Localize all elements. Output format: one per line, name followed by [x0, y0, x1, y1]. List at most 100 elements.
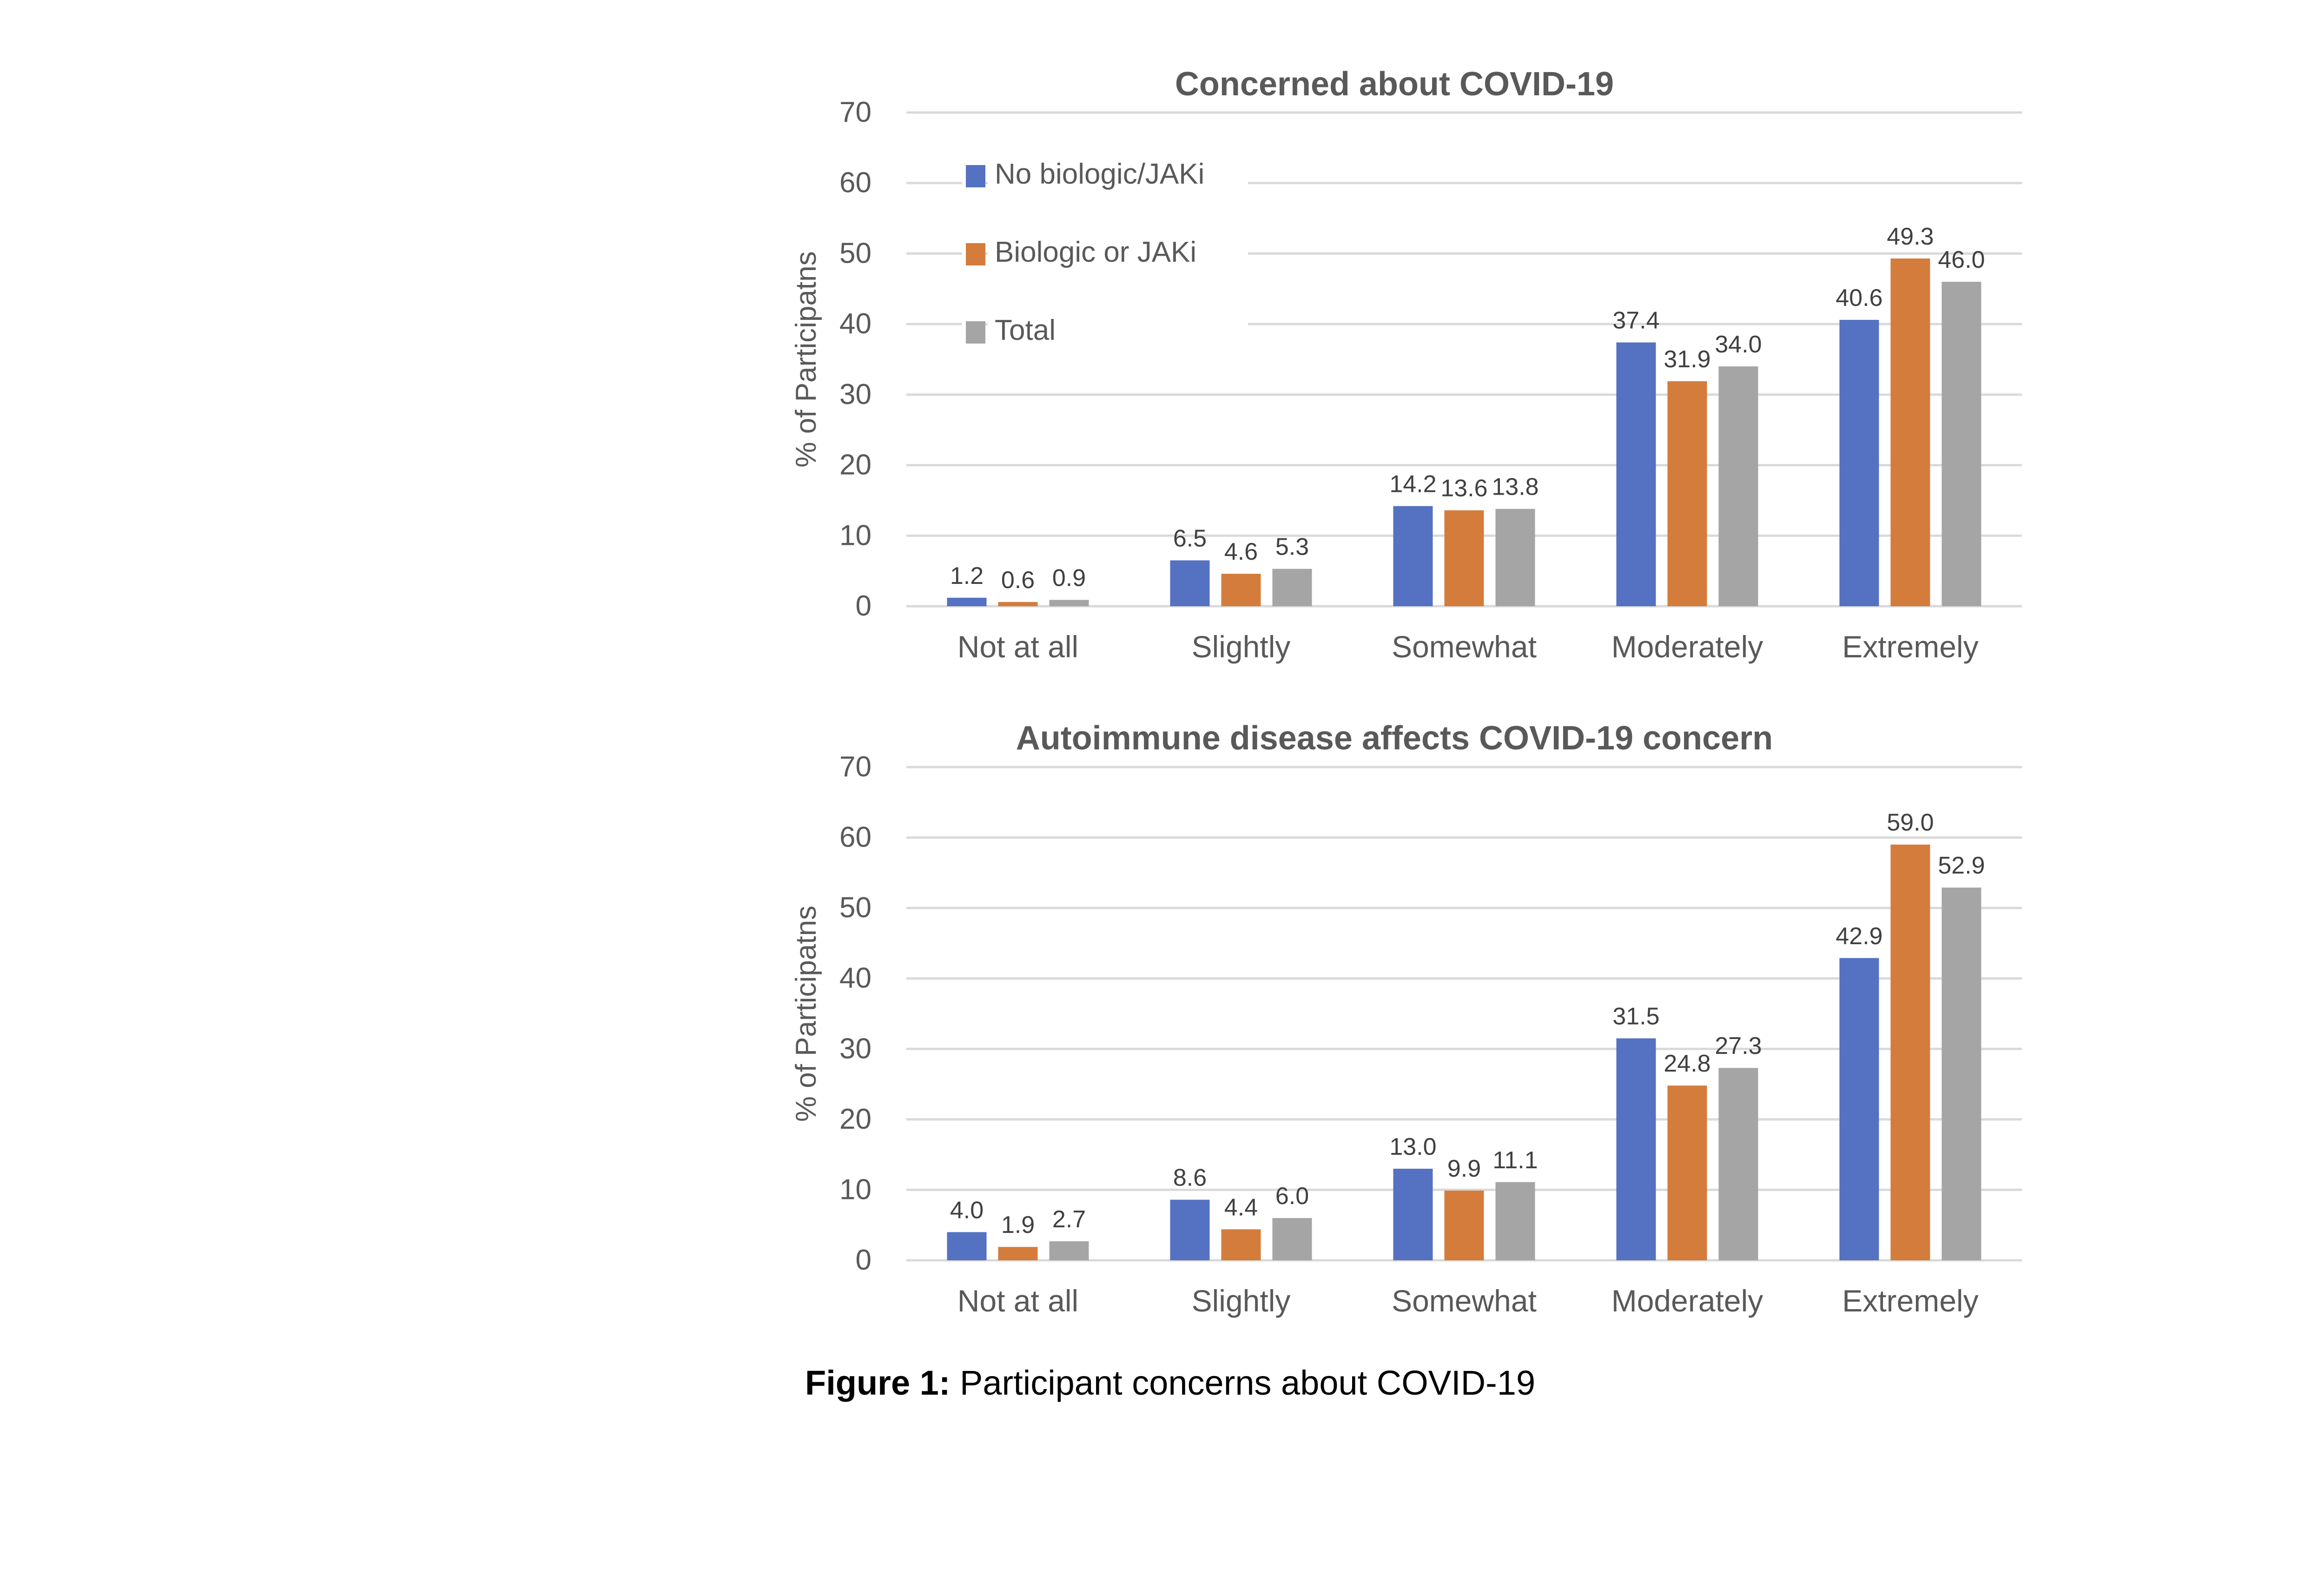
category-label: Somewhat — [1392, 629, 1537, 664]
y-tick-label: 40 — [839, 962, 872, 994]
data-label: 8.6 — [1173, 1165, 1207, 1192]
bar — [1495, 509, 1535, 606]
y-tick-label: 60 — [839, 167, 872, 199]
data-label: 13.0 — [1389, 1133, 1436, 1160]
data-label: 4.0 — [950, 1197, 984, 1224]
bar — [1667, 1086, 1707, 1260]
bar — [1616, 1038, 1656, 1260]
bar — [1718, 1068, 1758, 1260]
y-tick-label: 50 — [839, 237, 872, 269]
bar — [947, 1232, 987, 1260]
data-label: 0.9 — [1052, 564, 1086, 591]
data-label: 31.9 — [1664, 346, 1710, 373]
y-tick-label: 60 — [839, 821, 872, 854]
y-tick-label: 20 — [839, 449, 872, 481]
y-axis-label: % of Participatns — [790, 906, 822, 1122]
data-label: 40.6 — [1835, 285, 1882, 311]
data-label: 42.9 — [1835, 923, 1882, 950]
y-tick-label: 30 — [839, 378, 872, 410]
category-label: Moderately — [1611, 629, 1763, 664]
bar — [1718, 366, 1758, 606]
data-label: 6.5 — [1173, 525, 1207, 552]
bar — [1839, 320, 1879, 606]
data-label: 4.4 — [1224, 1194, 1258, 1221]
chart-title: Concerned about COVID-19 — [1175, 66, 1614, 103]
y-tick-label: 20 — [839, 1103, 872, 1135]
bar — [1272, 1218, 1312, 1260]
legend-swatch — [966, 321, 985, 344]
category-label: Extremely — [1842, 1284, 1978, 1318]
data-label: 2.7 — [1052, 1206, 1086, 1233]
bars — [947, 844, 1981, 1260]
bar — [1170, 1199, 1210, 1260]
bar — [998, 602, 1038, 606]
y-tick-label: 0 — [856, 590, 872, 622]
category-labels: Not at all Slightly Somewhat Moderately Extr… — [957, 629, 1979, 664]
legend-text-bg — [988, 229, 1248, 271]
y-tick-labels: 0 10 20 30 40 50 60 70 — [839, 751, 872, 1276]
category-label: Not at all — [957, 629, 1078, 664]
data-label: 34.0 — [1715, 331, 1762, 358]
category-label: Not at all — [957, 1284, 1078, 1318]
category-label: Somewhat — [1392, 1284, 1537, 1318]
bars — [947, 258, 1981, 606]
chart-concerned-about-covid: Concerned about COVID-19 % of Participat… — [790, 66, 2022, 664]
legend-swatch — [966, 243, 985, 265]
chart-autoimmune-affects-concern: Autoimmune disease affects COVID-19 conc… — [790, 720, 2022, 1318]
bar — [1444, 1190, 1484, 1260]
bar — [1221, 1229, 1261, 1260]
chart-title: Autoimmune disease affects COVID-19 conc… — [1016, 720, 1773, 757]
caption-label: Figure 1: — [805, 1364, 950, 1402]
gridlines — [906, 766, 2022, 1262]
data-label: 59.0 — [1887, 809, 1934, 836]
legend: No biologic/JAKi Biologic or JAKi Total — [962, 151, 1248, 349]
bar — [1272, 569, 1312, 606]
bar — [1049, 600, 1089, 606]
bar — [1221, 574, 1261, 606]
legend-label: Total — [995, 314, 1056, 346]
y-tick-label: 70 — [839, 96, 872, 128]
bar — [1616, 342, 1656, 606]
bar — [1941, 887, 1981, 1260]
bar — [998, 1247, 1038, 1260]
bar — [1393, 1168, 1433, 1260]
data-labels: 1.2 0.6 0.9 6.5 4.6 5.3 14.2 13.6 13.8 37.431.934… — [950, 223, 1985, 594]
data-label: 49.3 — [1887, 223, 1934, 250]
y-tick-labels: 0 10 20 30 40 50 60 70 — [839, 96, 872, 622]
category-label: Moderately — [1611, 1284, 1763, 1318]
y-tick-label: 0 — [856, 1244, 872, 1276]
y-tick-label: 50 — [839, 892, 872, 924]
data-label: 5.3 — [1275, 534, 1309, 561]
data-label: 9.9 — [1447, 1155, 1481, 1182]
data-label: 27.3 — [1715, 1033, 1762, 1059]
data-label: 13.8 — [1492, 474, 1538, 501]
y-tick-label: 30 — [839, 1033, 872, 1065]
data-label: 11.1 — [1492, 1147, 1538, 1174]
legend-text-bg — [988, 151, 1248, 193]
legend-label: No biologic/JAKi — [995, 158, 1204, 190]
y-tick-label: 70 — [839, 751, 872, 783]
data-label: 52.9 — [1938, 852, 1985, 879]
legend-swatch — [966, 165, 985, 187]
bar — [1393, 506, 1433, 606]
category-label: Slightly — [1192, 1284, 1291, 1318]
y-tick-label: 10 — [839, 1173, 872, 1205]
data-label: 1.2 — [950, 563, 984, 589]
bar — [1170, 560, 1210, 606]
bar — [1890, 844, 1930, 1260]
category-label: Slightly — [1192, 629, 1291, 664]
bar — [1444, 510, 1484, 606]
y-tick-label: 10 — [839, 519, 872, 551]
data-label: 14.2 — [1389, 471, 1436, 498]
bar — [1890, 258, 1930, 606]
category-label: Extremely — [1842, 629, 1978, 664]
bar — [1495, 1182, 1535, 1260]
figure-caption: Figure 1: Participant concerns about COV… — [805, 1364, 1535, 1402]
caption-text: Participant concerns about COVID-19 — [950, 1364, 1535, 1402]
y-axis-label: % of Participatns — [790, 251, 822, 467]
bar — [1667, 381, 1707, 606]
data-labels: 4.0 1.9 2.7 8.6 4.4 6.0 13.0 9.9 11.1 31.524.827.… — [950, 809, 1985, 1238]
data-label: 46.0 — [1938, 246, 1985, 273]
bar — [1839, 958, 1879, 1260]
